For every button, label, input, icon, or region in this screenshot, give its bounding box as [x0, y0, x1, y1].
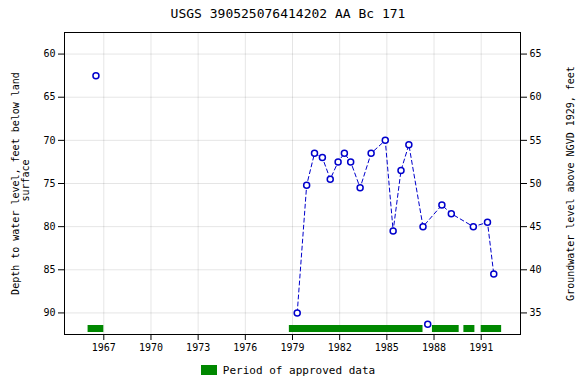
svg-text:1970: 1970: [139, 342, 163, 353]
svg-text:1967: 1967: [92, 342, 116, 353]
svg-text:1988: 1988: [422, 342, 446, 353]
svg-text:1982: 1982: [328, 342, 352, 353]
html-text:USGS 390525076414202 AA Bc 171: USGS 390525076414202 AA Bc 171: [170, 6, 406, 21]
svg-text:35: 35: [530, 307, 542, 318]
svg-text:80: 80: [43, 221, 55, 232]
svg-text:40: 40: [530, 264, 542, 275]
svg-text:Depth to water level, feet bel: Depth to water level, feet below land su…: [10, 72, 31, 295]
svg-text:65: 65: [530, 48, 542, 59]
svg-text:1976: 1976: [233, 342, 257, 353]
svg-text:45: 45: [530, 221, 542, 232]
svg-text:1985: 1985: [375, 342, 399, 353]
svg-text:60: 60: [43, 48, 55, 59]
svg-text:55: 55: [530, 135, 542, 146]
html-text:Period of approved data: Period of approved data: [222, 363, 376, 377]
svg-text:Groundwater level above NGVD 1: Groundwater level above NGVD 1929, feet: [565, 66, 576, 301]
svg-text:1979: 1979: [280, 342, 304, 353]
svg-text:50: 50: [530, 178, 542, 189]
svg-text:65: 65: [43, 91, 55, 102]
svg-text:75: 75: [43, 178, 55, 189]
svg-text:1973: 1973: [186, 342, 210, 353]
svg-text:70: 70: [43, 135, 55, 146]
svg-text:1991: 1991: [469, 342, 493, 353]
svg-text:90: 90: [43, 307, 55, 318]
svg-text:60: 60: [530, 91, 542, 102]
svg-text:85: 85: [43, 264, 55, 275]
